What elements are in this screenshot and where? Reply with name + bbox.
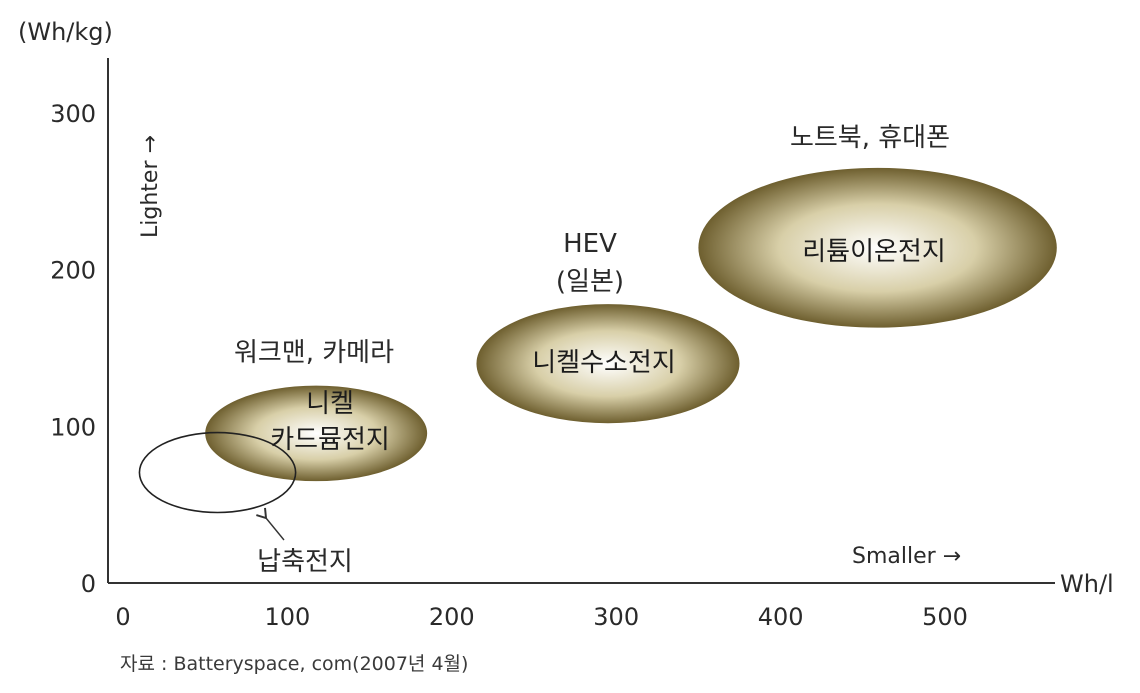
- x-tick-label: 200: [429, 603, 475, 631]
- region-nicd: [205, 385, 428, 482]
- label-nicd-line1: 니켈: [306, 389, 354, 419]
- region-liion: [698, 167, 1057, 328]
- x-tick-labels: 0 100 200 300 400 500: [115, 603, 968, 631]
- y-tick-label: 300: [50, 100, 96, 128]
- battery-regions: [138, 167, 1057, 514]
- region-nimh: [476, 304, 740, 424]
- x-tick-label: 300: [593, 603, 639, 631]
- caption-nimh-line2: (일본): [556, 267, 624, 297]
- y-tick-label: 100: [50, 413, 96, 441]
- y-tick-label: 0: [81, 570, 96, 598]
- caption-liion: 노트북, 휴대폰: [790, 123, 950, 153]
- x-tick-label: 0: [115, 603, 130, 631]
- y-unit-label: (Wh/kg): [18, 18, 113, 46]
- y-tick-label: 200: [50, 257, 96, 285]
- label-lead-acid: 납축전지: [257, 547, 353, 577]
- label-nicd-line2: 카드뮴전지: [270, 425, 390, 455]
- y-tick-labels: 0 100 200 300: [50, 100, 96, 598]
- caption-nicd: 워크맨, 카메라: [234, 338, 394, 368]
- x-tick-label: 100: [264, 603, 310, 631]
- region-lead-acid: [138, 431, 297, 514]
- label-liion: 리튬이온전지: [802, 237, 946, 267]
- x-tick-label: 400: [758, 603, 804, 631]
- x-axis-note: Smaller →: [852, 544, 961, 569]
- lead-acid-pointer: [256, 507, 285, 541]
- x-unit-label: Wh/l: [1060, 570, 1114, 598]
- source-note: 자료 : Batteryspace, com(2007년 4월): [120, 653, 468, 675]
- caption-nimh-line1: HEV: [563, 229, 617, 259]
- y-axis-note: Lighter →: [138, 135, 163, 238]
- label-nimh: 니켈수소전지: [532, 348, 676, 378]
- x-tick-label: 500: [922, 603, 968, 631]
